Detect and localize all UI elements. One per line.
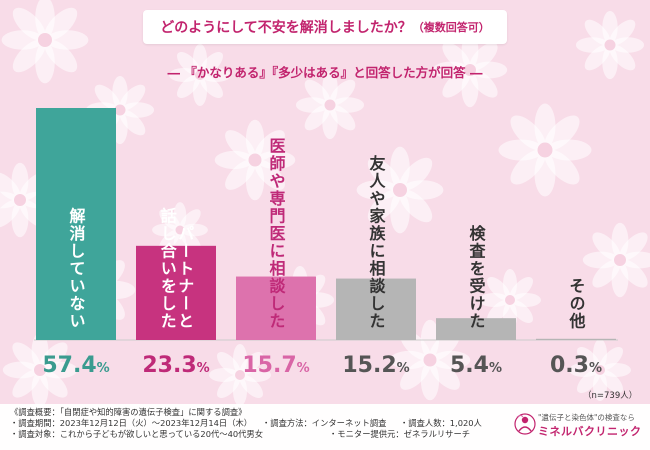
chart-title-box: どのようにして不安を解消しましたか？ （複数回答可） <box>143 10 507 44</box>
category-label-3: 医師や専門医に相談した <box>267 138 286 331</box>
chart-title: どのようにして不安を解消しましたか？ <box>160 20 412 36</box>
survey-provider: ・モニター提供元：ゼネラルリサーチ <box>329 429 471 439</box>
chart-subtitle: ― 『かなりある』『多少はある』と回答した方が回答 ― <box>167 65 483 80</box>
bar-3 <box>236 276 316 340</box>
sample-size: （n=739人） <box>583 391 638 401</box>
clinic-tagline: "遺伝子と染色体"の検査なら <box>538 413 635 422</box>
survey-period: ・調査期間：2023年12月12日（火）〜2023年12月14日（木） <box>10 418 253 428</box>
survey-method: ・調査方法：インターネット調査 <box>262 418 387 428</box>
clinic-logo-icon <box>514 413 536 435</box>
bar-1 <box>36 108 116 340</box>
survey-target: ・調査対象：これから子どもが欲しいと思っている20代〜40代男女 <box>10 429 264 439</box>
bar-4 <box>336 278 416 340</box>
category-label-5: 検査を受けた <box>467 224 486 330</box>
survey-footer <box>0 404 650 450</box>
value-label-4: 15.2% <box>342 353 409 378</box>
chart-title-note: （複数回答可） <box>412 21 490 34</box>
bar-5 <box>436 318 516 340</box>
category-label-4: 友人や家族に相談した <box>367 154 386 330</box>
category-label-2-1: パートナーと <box>175 225 194 330</box>
value-label-2: 23.3% <box>142 353 209 378</box>
value-label-6: 0.3% <box>550 353 602 378</box>
value-label-5: 5.4% <box>450 353 502 378</box>
category-label-1: 解消していない <box>67 207 86 330</box>
category-label-2-2: 話し合いをした <box>158 207 177 330</box>
bar-6 <box>536 338 616 340</box>
bar-2 <box>136 245 216 340</box>
value-label-3: 15.7% <box>242 353 309 378</box>
value-label-1: 57.4% <box>42 353 109 378</box>
survey-overview: 《調査概要：「自閉症や知的障害の遺伝子検査」に関する調査》 <box>10 407 247 417</box>
category-label-6: その他 <box>567 278 587 331</box>
clinic-name: ミネルバクリニック <box>538 425 642 438</box>
survey-count: ・調査人数：1,020人 <box>400 418 482 428</box>
